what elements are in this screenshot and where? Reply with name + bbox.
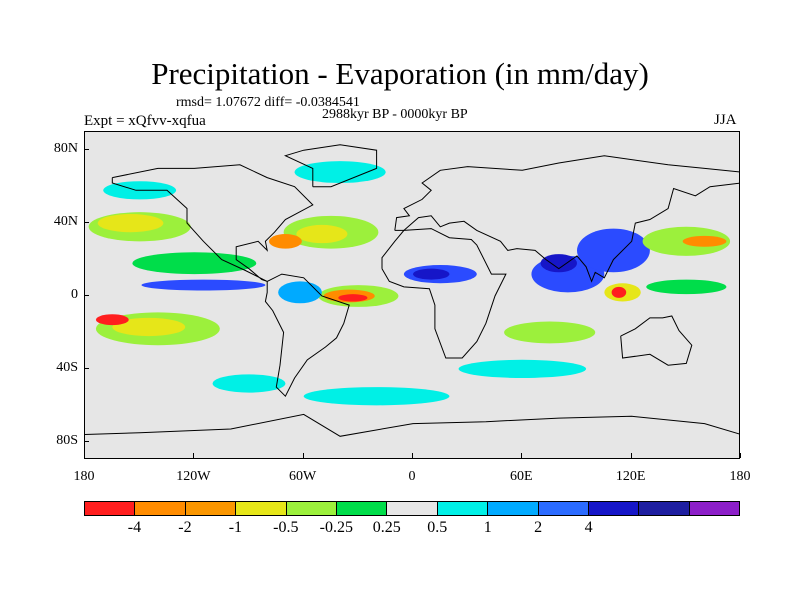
lat-tick-label: 80N — [53, 141, 78, 157]
lon-tick-label: 120W — [176, 469, 211, 484]
colorbar-box — [488, 502, 539, 515]
contour-region-atlantic-itcz-red — [338, 294, 368, 302]
colorbar-label: -1 — [228, 519, 243, 536]
coastline-north-america — [111, 164, 314, 282]
contour-region-gulf-red — [269, 234, 302, 249]
colorbar-label: -2 — [178, 519, 192, 536]
lon-tick-label: 60E — [510, 469, 533, 484]
colorbar-box — [538, 502, 589, 515]
lat-tick-label: 0 — [71, 287, 78, 302]
colorbar-box — [85, 502, 136, 515]
contour-region-west-pacific-orange — [682, 235, 727, 247]
contour-region-south-atlantic-teal — [212, 374, 286, 393]
contour-region-southeast-asia-wet — [577, 228, 650, 273]
coastline-africa — [381, 228, 507, 359]
map-panel — [84, 131, 740, 459]
lon-tick-mark — [630, 453, 632, 458]
contour-region-arctic-cyan — [294, 161, 386, 184]
lon-tick-label: 120E — [615, 469, 646, 484]
contour-region-southern-ocean-teal — [303, 387, 450, 406]
colorbar-label: 0.25 — [372, 519, 401, 536]
colorbar-label: 4 — [584, 519, 593, 536]
lat-tick-mark — [84, 440, 89, 442]
lat-tick-mark — [84, 295, 89, 296]
season-label: JJA — [714, 112, 737, 128]
colorbar-label: -0.25 — [319, 519, 353, 536]
contour-region-africa-core-wet — [413, 268, 450, 280]
coastline-antarctica — [85, 413, 739, 437]
lon-tick-label: 60W — [289, 469, 317, 484]
colorbar-box — [437, 502, 489, 515]
lon-tick-mark — [193, 453, 195, 458]
lon-tick-mark — [521, 453, 523, 458]
stats-text: rmsd= 1.07672 diff= -0.0384541 — [176, 95, 360, 110]
colorbar-box — [689, 502, 740, 515]
contour-region-north-atlantic-core — [296, 224, 348, 244]
contour-region-equatorial-east-pacific — [141, 279, 266, 291]
contour-region-india-core — [540, 254, 577, 273]
contour-region-south-indian-drying — [504, 321, 596, 344]
colorbar-label: 0.5 — [427, 519, 448, 536]
contour-region-west-pacific-equator — [646, 279, 727, 295]
lat-tick-mark — [84, 367, 89, 369]
lat-tick-label: 80S — [56, 432, 78, 448]
lon-tick-label: 180 — [729, 469, 751, 484]
colorbar-box — [185, 502, 237, 515]
lon-tick-label: 180 — [73, 469, 95, 484]
lon-tick-label: 0 — [408, 469, 416, 484]
coastline-south-america — [264, 273, 350, 398]
colorbar-box — [588, 502, 640, 515]
experiment-label: Expt = xQfvv-xqfua — [84, 113, 206, 129]
colorbar-box — [336, 502, 388, 515]
period-text: 2988kyr BP - 0000kyr BP — [322, 107, 468, 122]
contour-region-south-pacific-core — [112, 317, 186, 337]
contour-region-north-pacific-band — [97, 214, 164, 233]
lat-tick-label: 40N — [53, 214, 78, 230]
colorbar-box — [639, 502, 690, 515]
plot-title: Precipitation - Evaporation (in mm/day) — [151, 56, 649, 91]
contour-region-east-pacific-trade — [132, 252, 257, 275]
lon-tick-mark — [740, 453, 741, 458]
lon-tick-mark — [84, 453, 85, 458]
colorbar-box — [286, 502, 337, 515]
colorbar-label: 1 — [483, 519, 492, 536]
colorbar-label: -0.5 — [273, 519, 299, 536]
contour-region-amazon-wet — [278, 281, 322, 304]
colorbar-label: -4 — [127, 519, 142, 536]
contour-region-maritime-continent-red — [611, 286, 627, 298]
colorbar-label: 2 — [534, 519, 543, 536]
colorbar-box — [236, 502, 287, 515]
coastline-australia — [620, 315, 693, 366]
contour-region-south-indian-teal — [458, 359, 587, 378]
coastline-eurasia — [394, 155, 739, 283]
colorbar-box — [387, 502, 438, 515]
colorbar — [84, 501, 740, 516]
lon-tick-mark — [412, 453, 413, 458]
coastline-greenland — [283, 144, 378, 188]
map-contours — [85, 144, 739, 437]
contour-region-south-pacific-red — [95, 314, 129, 326]
colorbar-box — [135, 502, 186, 515]
lat-tick-mark — [84, 222, 89, 224]
lon-tick-mark — [302, 453, 304, 458]
lat-tick-mark — [84, 149, 89, 151]
lat-tick-label: 40S — [56, 359, 78, 375]
